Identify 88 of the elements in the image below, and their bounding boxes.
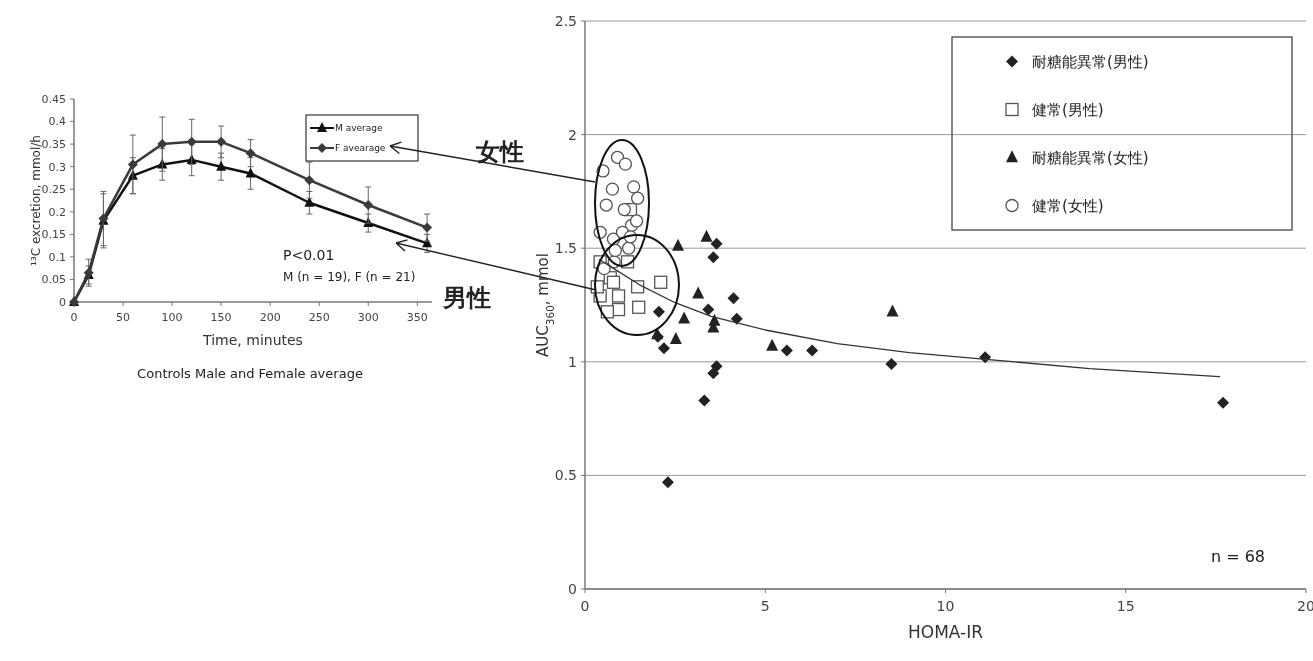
x-tick-label: 0 xyxy=(580,598,590,614)
point xyxy=(157,139,168,150)
point xyxy=(608,243,622,258)
point xyxy=(702,303,715,316)
point xyxy=(621,241,636,255)
y-tick-label: 2.5 xyxy=(554,12,577,29)
y-tick-label: 0.05 xyxy=(41,273,66,287)
point xyxy=(599,198,613,212)
x-tick-label: 15 xyxy=(1116,598,1135,614)
text: Controls Male and Female average xyxy=(137,366,363,381)
point xyxy=(707,367,720,380)
legend-label: 耐糖能異常(男性) xyxy=(1032,52,1149,71)
x-tick-label: 200 xyxy=(259,311,281,324)
y-tick-label: 2 xyxy=(568,126,577,143)
point xyxy=(304,196,315,207)
point xyxy=(661,476,674,489)
y-tick-label: 0.3 xyxy=(48,160,66,174)
point xyxy=(216,136,227,147)
point xyxy=(632,300,646,314)
point xyxy=(304,175,315,186)
point xyxy=(885,358,898,371)
point xyxy=(1217,396,1230,409)
x-tick-label: 350 xyxy=(406,311,428,324)
x-tick-label: 50 xyxy=(116,311,131,324)
point xyxy=(692,286,705,299)
point xyxy=(669,331,682,344)
point xyxy=(766,338,779,351)
text: 女性 xyxy=(475,138,524,166)
point xyxy=(611,289,626,303)
y-tick-label: 0.1 xyxy=(48,250,66,264)
point xyxy=(363,200,374,211)
annotation: n = 68 xyxy=(1210,547,1266,566)
point xyxy=(678,311,691,324)
point xyxy=(710,237,723,250)
point xyxy=(606,275,621,289)
y-tick-label: 0 xyxy=(568,580,577,597)
point xyxy=(698,394,711,407)
point xyxy=(245,167,256,178)
x-tick-label: 5 xyxy=(760,598,770,614)
point xyxy=(657,342,670,355)
y-tick-label: 0.45 xyxy=(41,92,66,106)
point xyxy=(806,344,819,357)
x-tick-label: 150 xyxy=(210,311,232,324)
annotation: P<0.01 xyxy=(283,247,335,263)
x-tick-label: 250 xyxy=(308,311,330,324)
point xyxy=(605,182,620,196)
point xyxy=(672,238,685,251)
y-tick-label: 0.25 xyxy=(41,183,66,197)
y-tick-label: 0.4 xyxy=(48,115,66,129)
point xyxy=(618,157,633,171)
point xyxy=(216,160,227,171)
text: 男性 xyxy=(442,284,491,312)
point xyxy=(186,136,197,147)
y-tick-label: 0.15 xyxy=(41,228,66,242)
y-tick-label: 0 xyxy=(59,295,66,309)
point xyxy=(727,292,740,305)
point xyxy=(422,222,433,233)
x-axis-title: HOMA-IR xyxy=(907,622,984,642)
y-tick-label: 1.5 xyxy=(554,240,577,257)
point xyxy=(654,275,668,289)
y-tick-label: 0.2 xyxy=(48,205,66,219)
x-tick-label: 0 xyxy=(70,311,78,324)
legend-label: 健常(男性) xyxy=(1032,100,1104,119)
x-tick-label: 100 xyxy=(161,311,183,324)
point xyxy=(245,148,256,159)
x-tick-label: 10 xyxy=(936,598,955,614)
point xyxy=(708,313,721,326)
annotation: M (n = 19), F (n = 21) xyxy=(283,270,416,284)
point xyxy=(652,305,665,318)
point xyxy=(127,159,138,170)
legend-label: M average xyxy=(335,123,383,134)
y-tick-label: 0.5 xyxy=(554,467,577,484)
point xyxy=(780,344,793,357)
point xyxy=(707,251,720,264)
legend-label: 耐糖能異常(女性) xyxy=(1032,148,1149,167)
x-axis-title: Time, minutes xyxy=(202,332,303,348)
legend-label: F avearage xyxy=(335,143,386,154)
x-tick-label: 300 xyxy=(357,311,379,324)
y-tick-label: 1 xyxy=(568,353,577,370)
point xyxy=(730,312,743,325)
point xyxy=(630,191,645,205)
point xyxy=(617,202,631,217)
y-axis-title: ¹³C excretion, mmol/h xyxy=(29,135,43,266)
point xyxy=(886,304,899,317)
point xyxy=(629,214,644,228)
y-tick-label: 0.35 xyxy=(41,137,66,151)
legend-label: 健常(女性) xyxy=(1032,196,1104,215)
point xyxy=(700,229,713,242)
